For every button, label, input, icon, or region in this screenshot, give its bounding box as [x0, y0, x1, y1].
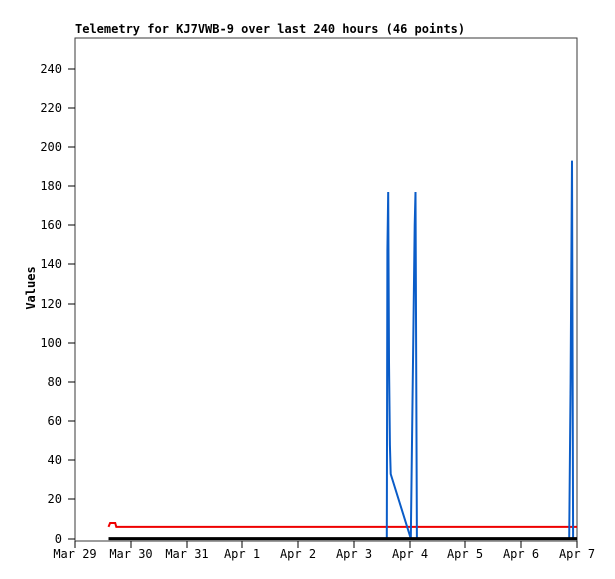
y-tick-label: 220: [40, 101, 62, 115]
plot-frame: [74, 37, 578, 542]
y-tick-label: 60: [48, 414, 62, 428]
x-tick-label: Mar 29: [53, 547, 96, 561]
x-tick-label: Apr 7: [559, 547, 595, 561]
x-tick-label: Apr 3: [336, 547, 372, 561]
y-tick-label: 180: [40, 179, 62, 193]
y-tick-label: 40: [48, 453, 62, 467]
y-tick-label: 240: [40, 62, 62, 76]
y-tick-label: 160: [40, 218, 62, 232]
y-tick-label: 80: [48, 375, 62, 389]
x-tick-label: Apr 5: [447, 547, 483, 561]
y-tick-label: 200: [40, 140, 62, 154]
x-tick-label: Apr 4: [392, 547, 428, 561]
series-blue-channel: [385, 160, 575, 540]
y-tick-label: 20: [48, 492, 62, 506]
x-tick-label: Mar 31: [165, 547, 208, 561]
y-tick-label: 0: [55, 532, 62, 546]
y-tick-label: 140: [40, 257, 62, 271]
y-tick-label: 100: [40, 336, 62, 350]
x-tick-label: Apr 6: [503, 547, 539, 561]
x-tick-label: Apr 2: [280, 547, 316, 561]
x-tick-label: Mar 30: [109, 547, 152, 561]
chart-title: Telemetry for KJ7VWB-9 over last 240 hou…: [75, 22, 466, 36]
y-tick-label: 120: [40, 297, 62, 311]
x-tick-label: Apr 1: [224, 547, 260, 561]
series-red-channel: [107, 522, 577, 528]
